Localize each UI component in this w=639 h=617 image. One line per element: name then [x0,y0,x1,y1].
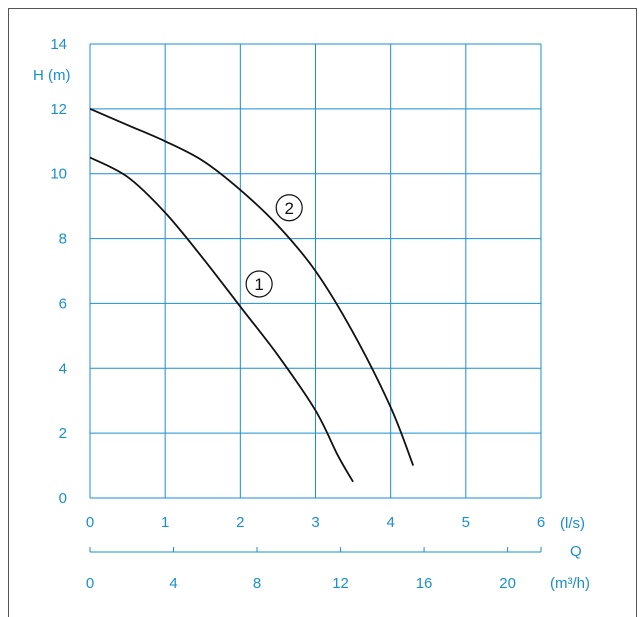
curve-marker-label-1: 1 [254,275,263,294]
secondary-tick-label: 16 [416,575,433,592]
y-tick-label: 8 [59,231,67,248]
secondary-axis-unit-label: (m³/h) [550,575,590,592]
x-tick-label: 2 [236,514,244,531]
y-tick-label: 2 [59,425,67,442]
curves: 12 [89,108,415,483]
x-tick-label: 3 [311,514,319,531]
secondary-tick-label: 12 [332,575,349,592]
curve-1 [89,156,354,483]
y-tick-label: 4 [59,360,67,377]
secondary-axis-name: Q [570,543,582,560]
x-axis-unit-label: (l/s) [560,515,585,532]
x-tick-label: 1 [161,514,169,531]
axis-labels: H (m) (l/s) Q (m³/h) 0 1 2 3 4 5 6024681012140… [33,36,590,592]
x-tick-label: 4 [386,514,394,531]
y-axis-label: H (m) [33,67,71,84]
y-tick-label: 12 [50,101,67,118]
curve-marker-1 [245,270,273,298]
chart-frame [8,8,637,617]
x-tick-label: 5 [462,514,470,531]
x-tick-label: 6 [537,514,545,531]
grid [89,43,542,553]
curve-marker-2 [275,194,303,222]
y-tick-label: 6 [59,295,67,312]
y-tick-label: 14 [50,36,67,53]
y-tick-label: 10 [50,166,67,183]
curve-marker-label-2: 2 [284,199,293,218]
secondary-tick-label: 0 [86,575,94,592]
secondary-tick-label: 8 [253,575,261,592]
x-tick-label: 0 [86,514,94,531]
curve-2 [89,108,415,466]
secondary-tick-label: 4 [169,575,177,592]
secondary-tick-label: 20 [499,575,516,592]
y-tick-label: 0 [59,490,67,507]
